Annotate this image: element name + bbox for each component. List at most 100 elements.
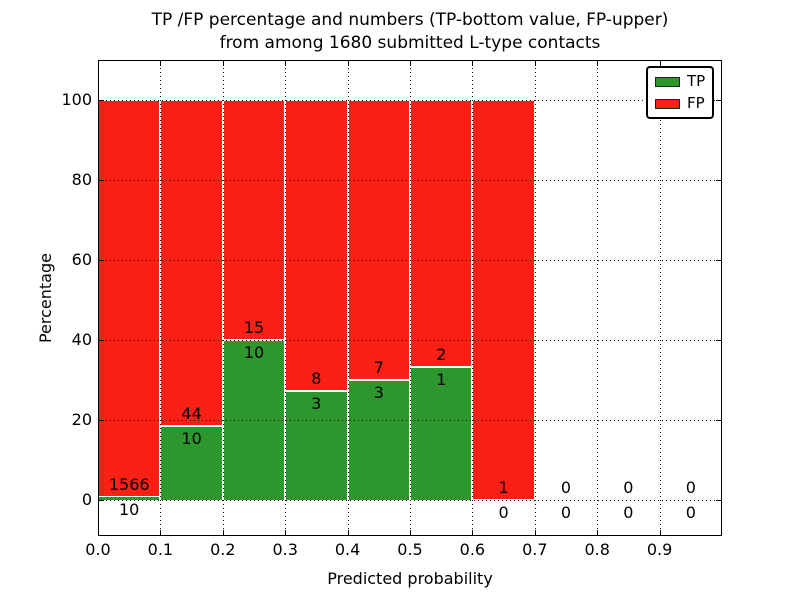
gridline-x-0.1	[160, 60, 162, 536]
x-tick-top-0	[98, 60, 99, 66]
x-tick-bottom-0.7	[535, 530, 536, 536]
x-tick-label-0.1: 0.1	[147, 540, 174, 559]
x-tick-bottom-0.3	[285, 530, 286, 536]
legend: TP FP	[646, 66, 714, 119]
y-tick-left-40	[98, 340, 104, 341]
x-tick-bottom-0.2	[223, 530, 224, 536]
x-tick-label-0.5: 0.5	[397, 540, 423, 559]
x-tick-label-0.3: 0.3	[272, 540, 298, 559]
fp-count-label-bin-0: 1566	[108, 475, 150, 495]
x-tick-bottom-0	[98, 530, 99, 536]
y-tick-right-60	[716, 260, 722, 261]
x-tick-top-0.3	[285, 60, 286, 66]
y-tick-left-100	[98, 100, 104, 101]
y-tick-label-40: 40	[71, 330, 92, 349]
x-tick-bottom-0.9	[660, 530, 661, 536]
bar-segment-fp-bin-6	[472, 100, 535, 500]
gridline-x-0.2	[222, 60, 224, 536]
bar-segment-tp-bin-1	[160, 425, 223, 500]
y-tick-label-0: 0	[81, 490, 92, 509]
x-tick-bottom-0.1	[160, 530, 161, 536]
y-tick-label-20: 20	[71, 410, 92, 429]
x-tick-label-0.0: 0.0	[85, 540, 111, 559]
gridline-x-0.7	[534, 60, 536, 536]
y-tick-right-40	[716, 340, 722, 341]
gridline-x-0.3	[285, 60, 287, 536]
tp-count-label-bin-8: 0	[623, 503, 634, 522]
fp-count-label-bin-6: 1	[498, 478, 509, 497]
y-tick-left-20	[98, 420, 104, 421]
x-tick-top-0.1	[160, 60, 161, 66]
x-tick-bottom-0.8	[597, 530, 598, 536]
y-tick-right-100	[716, 100, 722, 101]
x-tick-label-0.4: 0.4	[334, 540, 361, 559]
fp-count-label-bin-1: 44	[181, 403, 202, 423]
fp-count-label-bin-3: 8	[311, 368, 322, 388]
fp-count-label-bin-9: 0	[685, 478, 696, 497]
x-tick-label-0.7: 0.7	[522, 540, 548, 559]
legend-entry-tp: TP	[655, 74, 706, 89]
y-tick-right-20	[716, 420, 722, 421]
x-tick-top-0.9	[660, 60, 661, 66]
tp-count-label-bin-5: 1	[436, 369, 447, 389]
x-tick-top-0.4	[348, 60, 349, 66]
tp-count-label-bin-1: 10	[181, 428, 202, 448]
fp-count-label-bin-4: 7	[373, 358, 384, 377]
gridline-x-0.5	[410, 60, 411, 536]
gridline-x-0.4	[347, 60, 349, 536]
x-tick-top-0.5	[410, 60, 411, 66]
x-tick-top-0.8	[597, 60, 598, 66]
x-tick-top-0.7	[535, 60, 536, 66]
y-tick-label-80: 80	[71, 170, 92, 189]
legend-label-tp: TP	[687, 72, 706, 90]
legend-swatch-fp-icon	[655, 98, 680, 109]
fp-count-label-bin-8: 0	[623, 478, 634, 497]
bar-segment-tp-bin-5	[410, 366, 473, 500]
x-tick-label-0.8: 0.8	[584, 540, 610, 559]
tp-count-label-bin-9: 0	[685, 503, 696, 522]
bar-segment-fp-bin-0	[98, 100, 161, 498]
legend-swatch-tp-icon	[655, 76, 680, 87]
legend-entry-fp: FP	[655, 96, 706, 111]
x-tick-bottom-0.4	[348, 530, 349, 536]
x-tick-bottom-0.5	[410, 530, 411, 536]
x-tick-label-0.6: 0.6	[459, 540, 486, 559]
x-tick-label-0.9: 0.9	[646, 540, 673, 559]
x-tick-top-0.6	[472, 60, 473, 66]
chart-title: TP /FP percentage and numbers (TP-bottom…	[98, 9, 722, 55]
y-tick-right-80	[716, 180, 722, 181]
legend-label-fp: FP	[687, 94, 705, 112]
y-tick-label-100: 100	[61, 90, 92, 109]
tp-count-label-bin-2: 10	[243, 343, 265, 362]
x-tick-bottom-0.6	[472, 530, 473, 536]
fp-count-label-bin-5: 2	[436, 344, 447, 364]
bar-segment-tp-bin-4	[347, 380, 410, 500]
y-tick-left-0	[98, 500, 104, 501]
x-tick-top-0.2	[223, 60, 224, 66]
y-tick-left-80	[98, 180, 104, 181]
tp-count-label-bin-4: 3	[373, 383, 384, 402]
gridline-x-0.6	[472, 60, 474, 536]
gridline-x-0.8	[597, 60, 599, 536]
x-tick-label-0.2: 0.2	[210, 540, 236, 559]
y-tick-left-60	[98, 260, 104, 261]
tp-count-label-bin-7: 0	[560, 503, 572, 522]
tp-count-label-bin-6: 0	[498, 503, 509, 522]
fp-count-label-bin-2: 15	[243, 318, 265, 337]
y-axis-label: Percentage	[36, 253, 55, 344]
tp-count-label-bin-0: 10	[119, 500, 140, 520]
gridline-x-0.9	[659, 60, 661, 536]
chart-title-line2: from among 1680 submitted L-type contact…	[219, 33, 601, 53]
bar-segment-fp-bin-5	[410, 100, 473, 367]
chart-title-line1: TP /FP percentage and numbers (TP-bottom…	[151, 10, 669, 30]
y-tick-right-0	[716, 500, 722, 501]
fp-count-label-bin-7: 0	[560, 478, 572, 497]
tp-count-label-bin-3: 3	[311, 393, 322, 413]
y-tick-label-60: 60	[71, 250, 92, 269]
x-axis-label: Predicted probability	[327, 569, 493, 588]
